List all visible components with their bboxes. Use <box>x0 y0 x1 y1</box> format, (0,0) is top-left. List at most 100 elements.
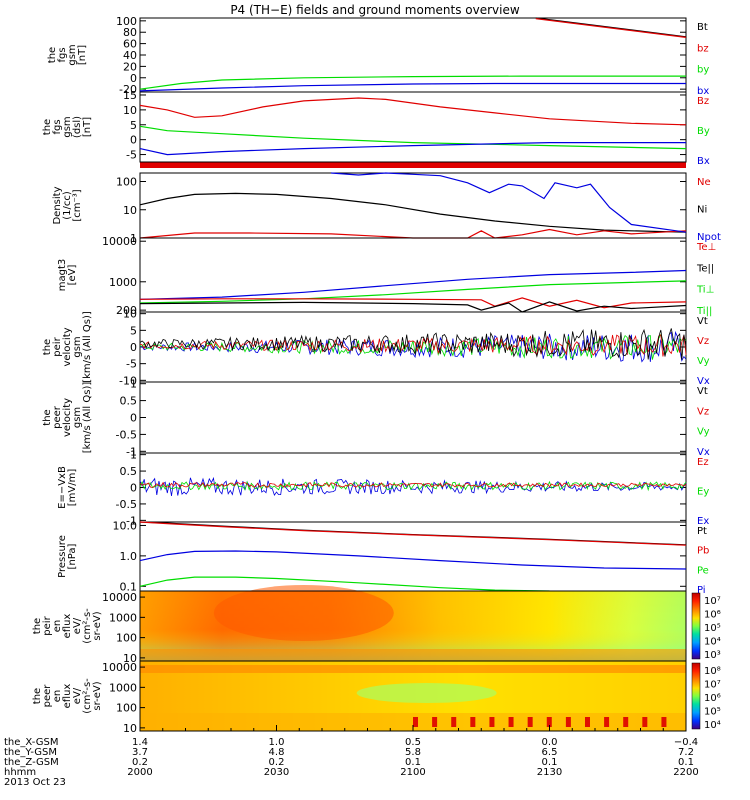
y-axis-label: peir <box>42 615 53 635</box>
y-axis-label: gsm <box>72 336 83 357</box>
y-tick-label: 10000 <box>102 591 137 604</box>
y-tick-label: -20 <box>119 83 137 96</box>
y-tick-label: 0.1 <box>120 580 138 593</box>
y-tick-label: 100 <box>116 632 137 645</box>
series-Bz <box>139 97 687 126</box>
separator-bar <box>140 162 686 168</box>
series-Pi <box>139 550 687 570</box>
legend-Ey: Ey <box>697 487 709 498</box>
y-tick-label: 0 <box>130 412 137 425</box>
y-tick-label: 0 <box>130 482 137 495</box>
colorbar-tick-label: 10⁷ <box>704 596 721 607</box>
legend-Vt: Vt <box>697 316 708 327</box>
y-axis-label: (dsl) <box>72 116 83 138</box>
legend-Pb: Pb <box>697 546 709 557</box>
series-Pe <box>139 576 550 592</box>
x-tick-label: 2000 <box>127 767 152 778</box>
y-axis-label: [nT] <box>77 45 88 65</box>
y-axis-label: gsm <box>62 116 73 137</box>
series-Vz <box>139 334 687 357</box>
y-axis-label: [mV/m] <box>67 469 78 507</box>
y-tick-label: 10000 <box>102 235 137 248</box>
legend-bx: bx <box>697 86 709 97</box>
y-axis-label: sr-eV) <box>92 611 103 640</box>
y-tick-label: 0.5 <box>120 395 138 408</box>
y-axis-label: fgs <box>52 119 63 134</box>
y-tick-label: 10.0 <box>113 519 138 532</box>
y-axis-label: Density <box>52 186 63 224</box>
y-axis-label: Pressure <box>57 535 68 578</box>
x-tick-label: 4.8 <box>269 747 285 758</box>
legend-Bz: Bz <box>697 96 709 107</box>
heatmap-low-band <box>140 649 686 661</box>
x-tick-label: −0.4 <box>674 737 698 748</box>
y-axis-label: [nT] <box>82 117 93 137</box>
legend-Te||: Te|| <box>696 263 714 274</box>
heatmap-top-band <box>140 665 686 673</box>
series-Ex <box>139 476 687 497</box>
series-Vx <box>139 330 687 363</box>
legend-bz: bz <box>697 43 709 54</box>
x-tick-label: 7.2 <box>678 747 694 758</box>
panel-frame-8 <box>139 521 687 592</box>
panel-frame-1 <box>139 17 687 93</box>
y-axis-label: the <box>42 339 53 355</box>
y-tick-label: 60 <box>123 38 137 51</box>
legend-by: by <box>697 65 709 76</box>
legend-Ez: Ez <box>697 457 709 468</box>
colorbar-tick-label: 10⁵ <box>704 623 721 634</box>
series-by <box>139 75 686 90</box>
colorbar-tick-label: 10⁶ <box>704 693 721 704</box>
x-tick-label: 0.0 <box>542 737 558 748</box>
heatmap-cell <box>604 717 610 727</box>
y-tick-label: 15 <box>123 89 137 102</box>
colorbar-9 <box>691 592 701 660</box>
y-tick-label: 5 <box>130 119 137 132</box>
series-Bx <box>139 142 686 156</box>
x-tick-label: 2030 <box>264 767 289 778</box>
series-Te⊥ <box>139 269 687 300</box>
series-bx <box>139 82 686 92</box>
x-tick-label: 2100 <box>400 767 425 778</box>
y-axis-label: velocity <box>62 398 73 437</box>
series-By <box>139 125 687 150</box>
y-tick-label: 10000 <box>102 661 137 674</box>
heatmap-cell <box>642 717 648 727</box>
y-tick-label: 1000 <box>109 276 137 289</box>
colorbar-tick-label: 10³ <box>704 650 721 661</box>
heatmap-green-patch <box>356 683 497 703</box>
y-tick-label: 1.0 <box>120 550 138 563</box>
y-tick-label: -1 <box>126 445 137 458</box>
x-tick-label: 2200 <box>673 767 698 778</box>
y-axis-label: eflux <box>62 684 73 709</box>
legend-Pi: Pi <box>697 585 706 596</box>
heatmap-cell <box>413 717 418 727</box>
legend-Bt: Bt <box>697 22 708 33</box>
colorbar-tick-label: 10⁴ <box>704 720 721 731</box>
legend-Te⊥: Te⊥ <box>696 242 716 253</box>
y-axis-label: fgs <box>57 47 68 62</box>
y-tick-label: 10 <box>123 652 137 665</box>
series-Ne <box>139 228 687 239</box>
legend-Ni: Ni <box>697 205 707 216</box>
y-axis-label: the <box>32 618 43 634</box>
series-Npot <box>331 172 687 233</box>
y-tick-label: 0 <box>130 341 137 354</box>
x-tick-label: 3.7 <box>132 747 148 758</box>
series-Ez <box>139 481 687 488</box>
y-tick-label: -0.5 <box>116 498 137 511</box>
y-axis-label: sr-eV) <box>92 681 103 710</box>
y-tick-label: -10 <box>119 374 137 387</box>
heatmap-cell <box>508 717 514 727</box>
y-tick-label: -0.5 <box>116 428 137 441</box>
legend-Bx: Bx <box>697 156 710 167</box>
y-axis-label: en <box>52 620 63 633</box>
x-tick-label: 1.0 <box>269 737 285 748</box>
x-axis-row-label: the_Z-GSM <box>4 757 59 768</box>
series-Pb <box>139 521 687 546</box>
y-axis-label: eV/ <box>72 617 83 634</box>
legend-Vy: Vy <box>697 356 710 367</box>
legend-Ti||: Ti|| <box>696 306 712 317</box>
y-tick-label: 0.5 <box>120 465 138 478</box>
y-tick-label: -5 <box>126 149 137 162</box>
